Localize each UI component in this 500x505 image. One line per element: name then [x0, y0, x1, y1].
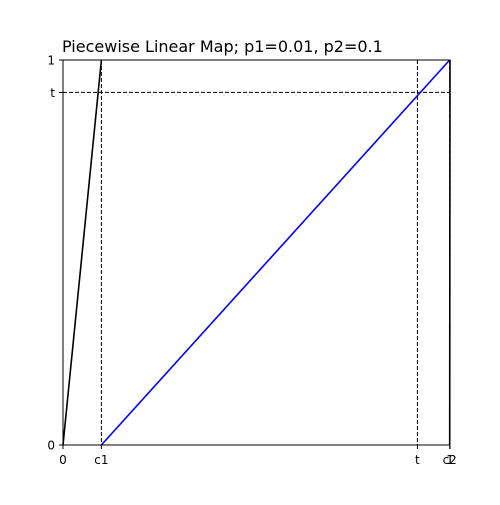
x-tick-label-1: c1	[94, 453, 108, 467]
series-line-1	[101, 60, 449, 445]
y-tick-label-2: 1	[47, 54, 55, 68]
plot-area	[63, 60, 450, 445]
y-axis-ticks: 0 t 1	[47, 54, 63, 453]
x-tick-label-4: 1	[446, 453, 454, 467]
x-tick-label-2: t	[415, 453, 420, 467]
y-tick-label-1: t	[50, 86, 55, 100]
axes-frame	[63, 60, 450, 445]
x-tick-label-0: 0	[59, 453, 67, 467]
series-line-0	[63, 60, 101, 445]
chart-title: Piecewise Linear Map; p1=0.01, p2=0.1	[62, 37, 383, 56]
y-tick-label-0: 0	[47, 439, 55, 453]
